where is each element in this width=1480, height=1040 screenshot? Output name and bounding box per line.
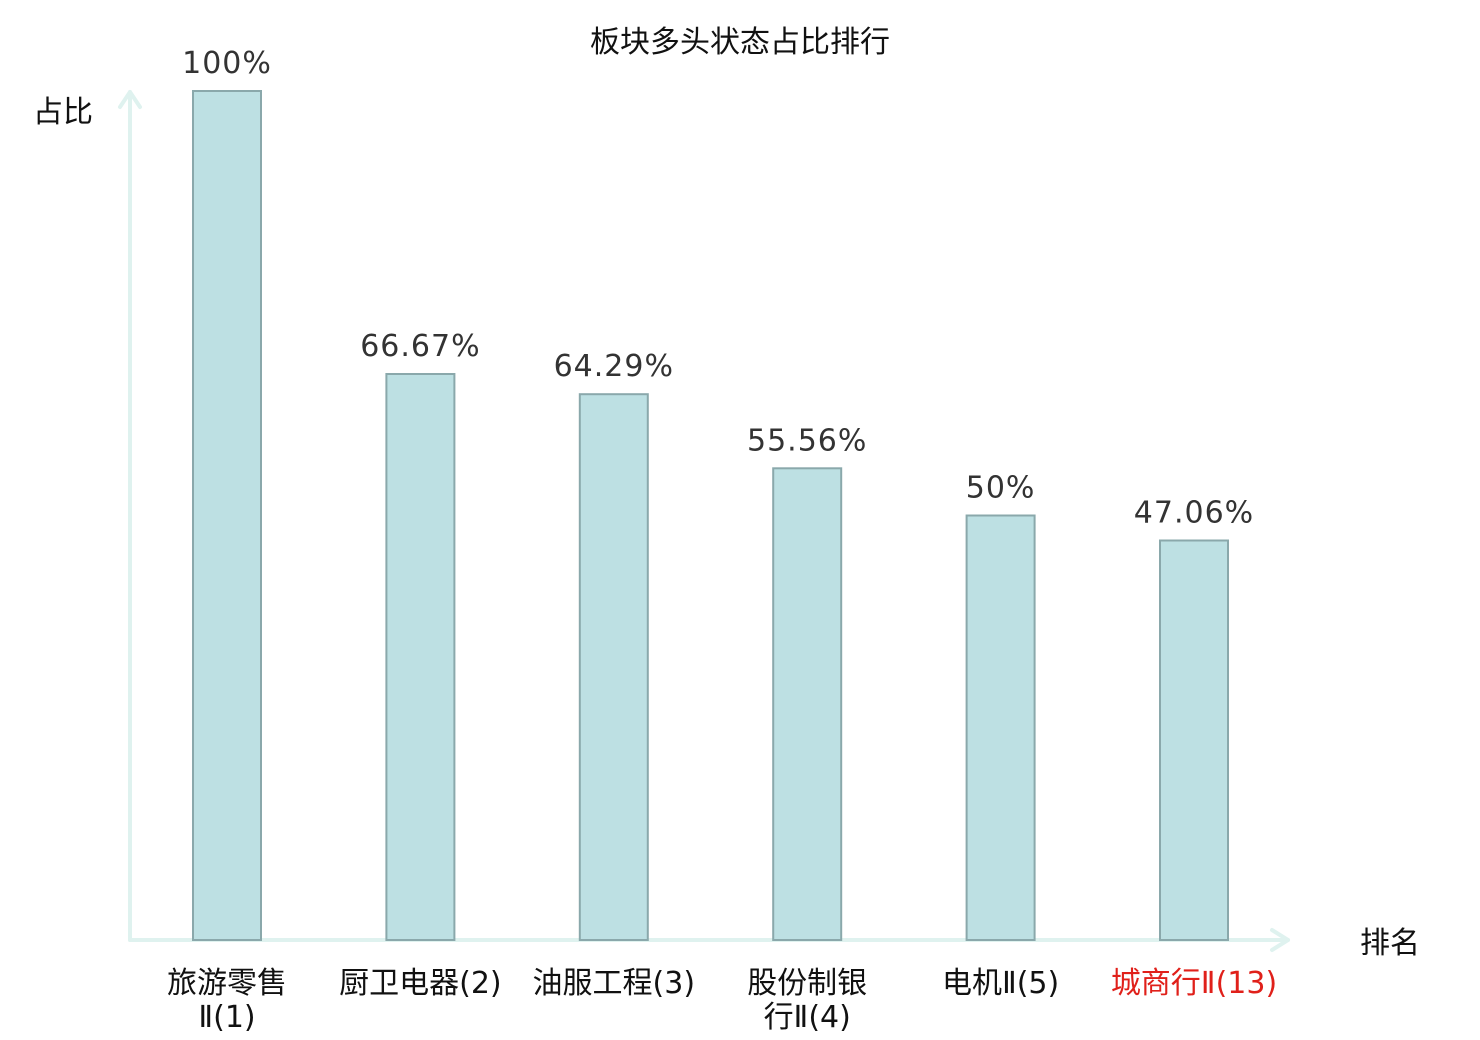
value-label-1: 100% [182,46,272,81]
y-axis-label: 占比 [33,95,93,130]
category-label-5: 电机Ⅱ(5) [942,966,1059,1001]
x-axis-arrow [1270,928,1290,952]
category-label-line: 行Ⅱ(4) [764,1000,851,1035]
category-label-6: 城商行Ⅱ(13) [1111,966,1277,1001]
bar-1 [192,90,262,941]
value-label-4: 55.56% [747,423,867,458]
category-label-2: 厨卫电器(2) [339,966,502,1001]
bars [192,90,1229,941]
x-axis-label: 排名 [1360,926,1420,961]
x-axis: 排名 [128,926,1420,961]
category-label-line: 旅游零售 [167,966,287,1001]
bar-3 [578,393,649,941]
category-label-line: 电机Ⅱ(5) [942,966,1059,1001]
y-axis: 占比 [33,90,142,942]
bar-4 [772,467,843,941]
category-label-line: 油服工程(3) [533,966,696,1001]
category-label-line: 城商行Ⅱ(13) [1111,966,1277,1001]
value-label-5: 50% [966,471,1036,506]
value-label-2: 66.67% [360,329,480,364]
bar-6 [1159,539,1229,941]
bar-2 [385,373,456,941]
category-label-line: Ⅱ(1) [198,1000,255,1035]
bar-5 [965,514,1036,941]
chart-title: 板块多头状态占比排行 [590,25,890,60]
y-axis-arrow [118,90,142,109]
category-labels: 旅游零售 Ⅱ(1) 厨卫电器(2) 油服工程(3) 股份制银行Ⅱ(4) 电机Ⅱ(5) 城商行… [167,966,1277,1035]
value-labels: 100% 66.67% 64.29% 55.56% 50% 47.06% [182,46,1254,531]
value-label-3: 64.29% [554,349,674,384]
category-label-1: 旅游零售 Ⅱ(1) [167,966,287,1035]
category-label-line: 股份制银 [747,966,867,1001]
category-label-line: 厨卫电器(2) [339,966,502,1001]
value-label-6: 47.06% [1134,496,1254,531]
category-label-4: 股份制银行Ⅱ(4) [747,966,867,1035]
category-label-3: 油服工程(3) [533,966,696,1001]
